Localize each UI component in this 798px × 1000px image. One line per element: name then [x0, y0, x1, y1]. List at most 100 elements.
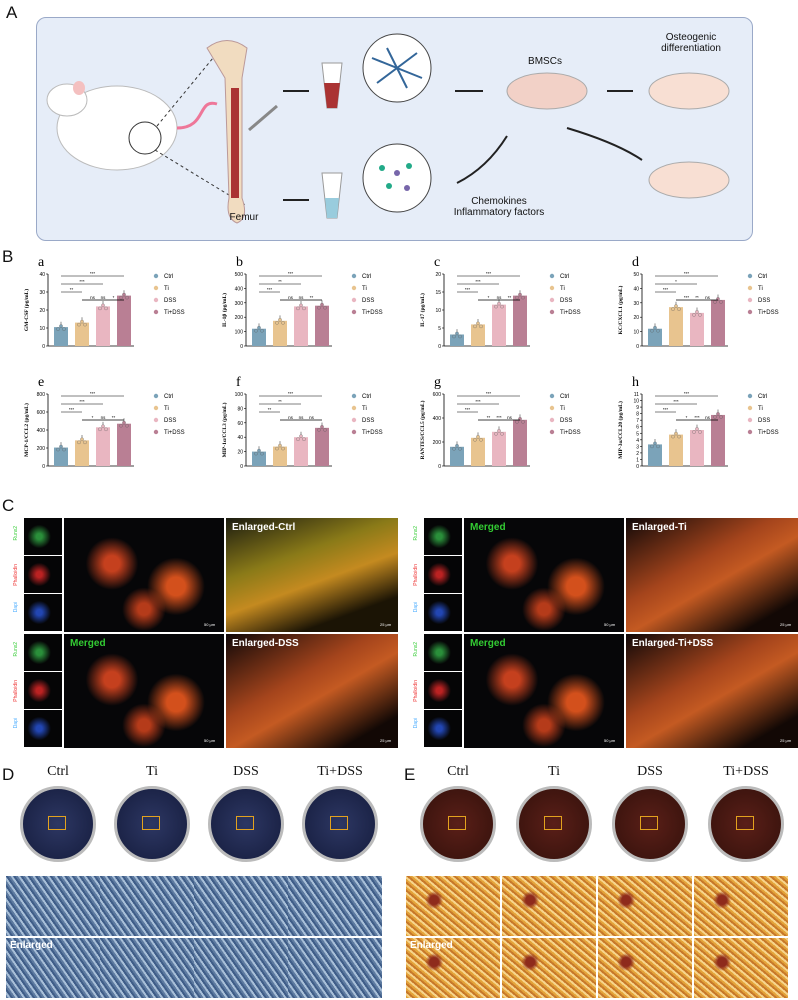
channel-label: Phalloidin	[13, 680, 19, 702]
y-axis-label: MIP-3α/CCL20 (pg/mL)	[617, 401, 624, 459]
y-tick-label: 4	[636, 438, 639, 444]
merged-image	[464, 634, 624, 748]
chart-sublabel: d	[632, 255, 639, 270]
legend-label: Ti	[362, 406, 367, 412]
legend-swatch	[351, 405, 357, 411]
sig-label: *	[686, 415, 688, 420]
y-tick-label: 0	[636, 464, 639, 470]
legend-swatch	[747, 429, 753, 435]
y-tick-label: 0	[42, 464, 45, 470]
bar-ti	[471, 437, 485, 466]
data-point	[119, 423, 123, 428]
sig-label: ns	[288, 415, 294, 420]
data-point	[257, 325, 261, 330]
sig-label: ***	[79, 399, 85, 404]
scale-bar-25: 25 μm	[380, 622, 392, 627]
legend-label: Ctrl	[758, 394, 767, 400]
legend-label: DSS	[362, 298, 374, 304]
channel-dapi	[424, 594, 462, 631]
data-point	[77, 440, 81, 445]
chart-sublabel: b	[236, 255, 243, 270]
data-point	[62, 327, 66, 331]
sig-label: ***	[69, 407, 75, 412]
y-tick-label: 50	[633, 272, 639, 278]
y-tick-label: 80	[237, 406, 243, 412]
bar-ti	[273, 446, 287, 466]
chart-g: g 0 200 400 600 RANTES/CCL5 (pg/mL) *** *** *** *…	[404, 370, 594, 485]
legend-label: Ctrl	[164, 394, 173, 400]
y-tick-label: 600	[433, 392, 442, 398]
chart-sublabel: f	[236, 375, 241, 390]
legend-label: Ti	[164, 406, 169, 412]
data-point	[653, 441, 657, 446]
y-tick-label: 1	[636, 457, 639, 463]
sig-label: ***	[90, 391, 96, 396]
panel-e-tile-bottom	[406, 938, 500, 998]
y-tick-label: 600	[37, 410, 46, 416]
sig-label: **	[278, 279, 282, 284]
merged-image	[64, 518, 224, 632]
sig-label: ***	[694, 415, 700, 420]
data-point	[650, 328, 654, 333]
data-point	[98, 306, 102, 311]
y-tick-label: 40	[39, 272, 45, 278]
panel-d-tile-top	[288, 876, 382, 936]
panel-e-tile-bottom	[502, 938, 596, 998]
data-point	[122, 420, 126, 425]
sig-label: ***	[663, 407, 669, 412]
bar-ctrl	[54, 327, 68, 346]
merged-label: Merged	[470, 638, 506, 649]
panel-e-tile-top	[598, 876, 692, 936]
data-point	[296, 306, 300, 311]
data-point	[101, 303, 105, 308]
y-axis-label: KC/CXCL1 (pg/mL)	[617, 285, 624, 334]
legend-label: DSS	[560, 418, 572, 424]
data-point	[104, 306, 108, 311]
panel-e-tile-top	[502, 876, 596, 936]
channel-label: Dapi	[13, 718, 19, 729]
data-point	[500, 432, 504, 436]
data-point	[455, 444, 459, 448]
enlarged-image	[226, 634, 398, 748]
scale-bar-50: 50 μm	[204, 738, 216, 743]
panel-d-tile-bottom	[6, 938, 100, 998]
channel-runx2	[24, 518, 62, 555]
data-point	[80, 319, 84, 324]
sig-label: ***	[684, 271, 690, 276]
panel-d-group-label: DSS	[233, 764, 259, 779]
legend-swatch	[549, 405, 555, 411]
y-tick-label: 300	[235, 301, 244, 307]
panel-d-dish	[114, 786, 190, 862]
legend-label: Ti+DSS	[362, 430, 383, 436]
panel-d-zoom-box	[142, 816, 160, 830]
sig-label: ***	[465, 407, 471, 412]
channel-runx2	[24, 634, 62, 671]
data-point	[299, 434, 303, 438]
bar-ctrl	[54, 447, 68, 466]
data-point	[83, 322, 87, 327]
legend-label: Ti+DSS	[164, 310, 185, 316]
chart-c: c 0 5 10 15 20 IL-17 (pg/mL) *** *** *** * ** ns Ctrl…	[404, 250, 594, 365]
legend-label: Ctrl	[362, 274, 371, 280]
sig-label: ***	[79, 279, 85, 284]
legend-label: Ti+DSS	[560, 310, 581, 316]
bar-ti+dss	[711, 299, 725, 346]
legend-swatch	[747, 297, 753, 303]
legend-swatch	[153, 429, 159, 435]
data-point	[497, 301, 501, 306]
y-tick-label: 60	[237, 421, 243, 427]
y-tick-label: 400	[235, 286, 244, 292]
channel-dapi	[24, 594, 62, 631]
chart-a: a 0 10 20 30 40 GM-CSF (pg/mL) *** *** ** ns * ns Ctr…	[8, 250, 198, 365]
bar-ctrl	[450, 334, 464, 346]
channel-dapi	[24, 710, 62, 747]
data-point	[281, 321, 285, 325]
panel-e-tile-bottom	[694, 938, 788, 998]
data-point	[716, 412, 720, 416]
legend-swatch	[351, 417, 357, 423]
legend-label: Ti+DSS	[164, 430, 185, 436]
bar-ti	[75, 322, 89, 346]
